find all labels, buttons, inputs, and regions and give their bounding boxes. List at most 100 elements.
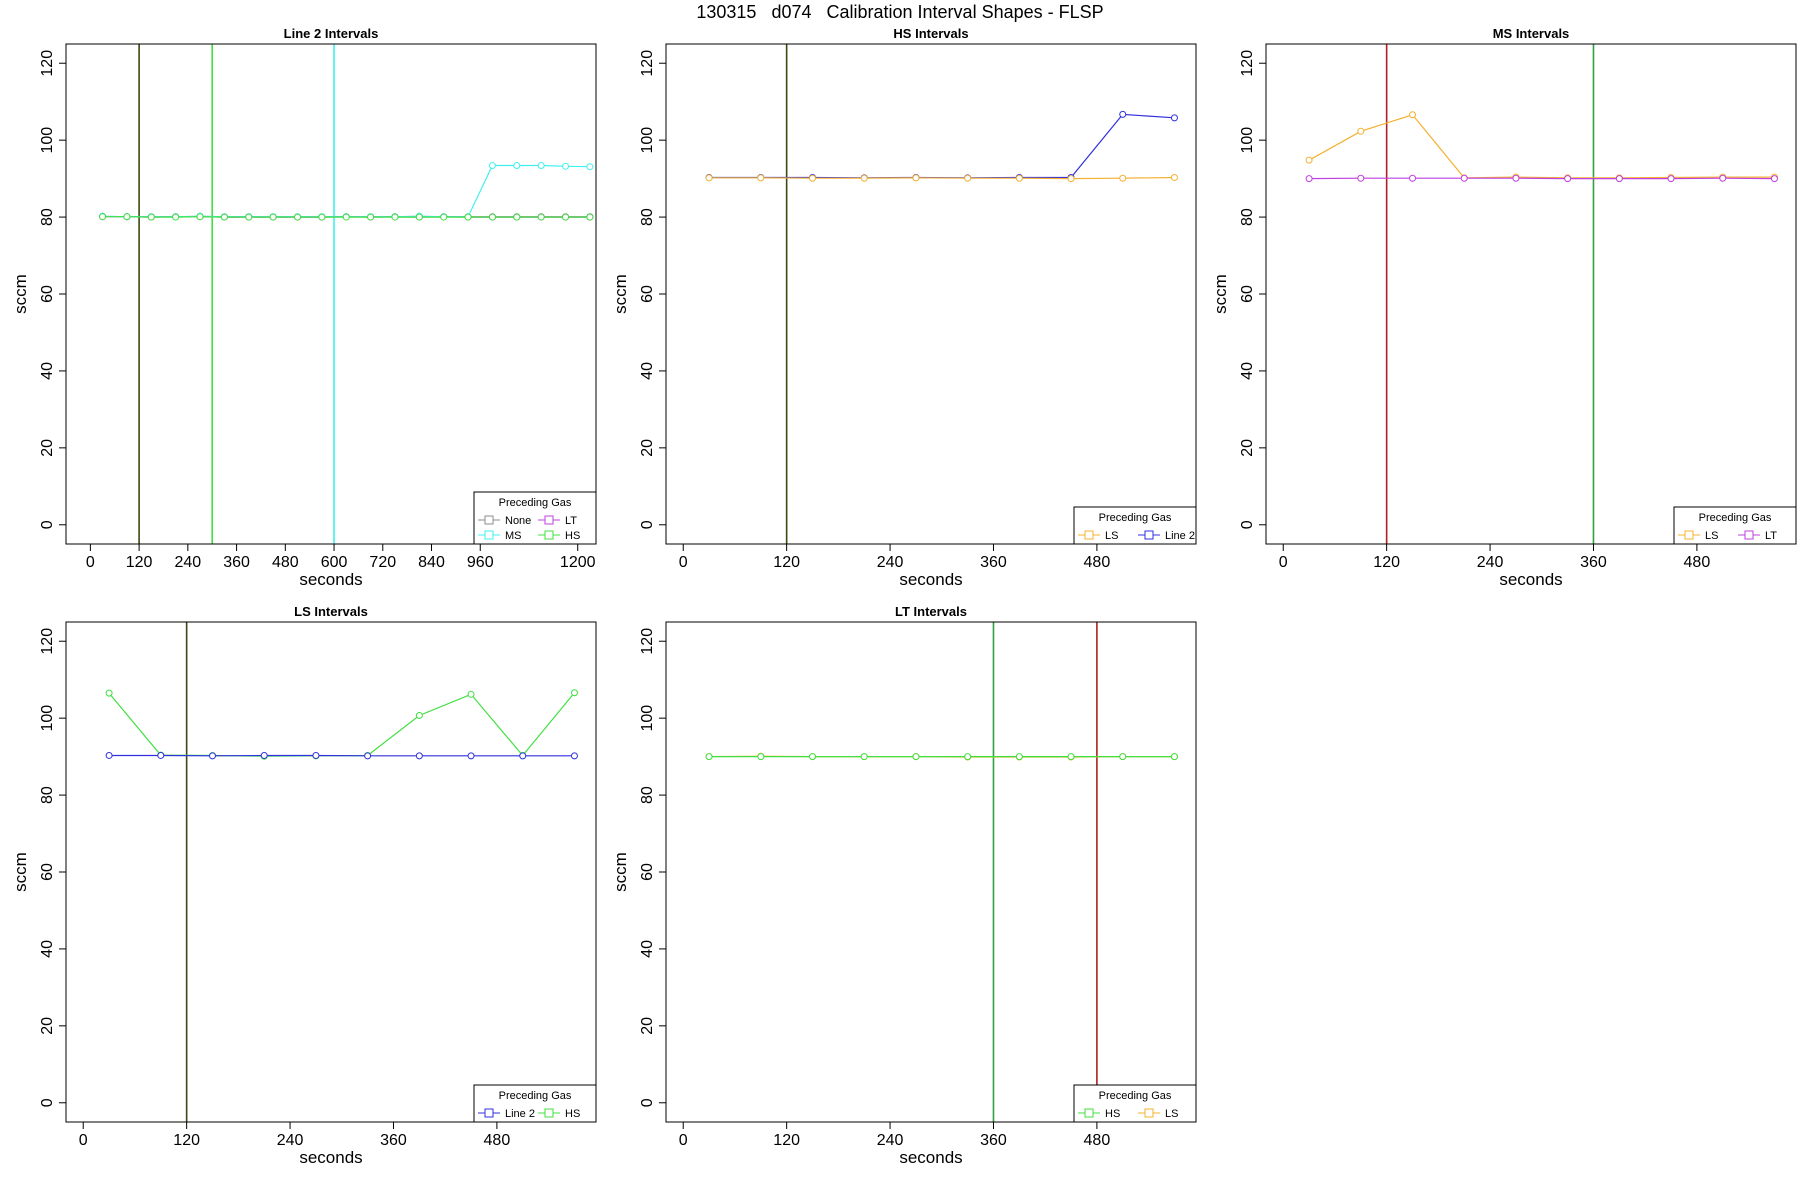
data-point-line-2 [312, 751, 320, 759]
chart-ms-intervals: MS Intervals 0 120 240 360 480 seconds 0 20 40 60 8… [1211, 26, 1797, 589]
data-point-hs [757, 753, 765, 761]
legend-box [1073, 1084, 1197, 1123]
data-point-line-2 [157, 751, 165, 759]
data-point-lt [1667, 175, 1675, 183]
x-tick-label: 120 [773, 554, 800, 571]
y-tick-label: 40 [39, 362, 56, 380]
data-point-hs [105, 689, 113, 697]
x-tick-label: 720 [369, 554, 396, 571]
data-point-lt [1357, 174, 1365, 182]
legend: Preceding Gas None LT MS HS [473, 491, 597, 545]
x-tick-label: 120 [173, 1132, 200, 1149]
legend-marker-line-2 [484, 1108, 494, 1118]
data-point-line-2 [519, 752, 527, 760]
y-tick-label: 80 [39, 208, 56, 226]
legend: Preceding Gas Line 2 HS [473, 1084, 597, 1123]
legend-title: Preceding Gas [1099, 512, 1172, 524]
y-tick-label: 120 [639, 50, 656, 77]
data-point-hs [342, 213, 350, 221]
legend-box [1073, 506, 1197, 545]
x-axis-label: seconds [299, 570, 362, 589]
x-tick-label: 480 [484, 1132, 511, 1149]
x-tick-label: 0 [1279, 554, 1288, 571]
data-point-ls [809, 174, 817, 182]
y-tick-label: 40 [39, 940, 56, 958]
data-point-line-2 [415, 752, 423, 760]
x-tick-label: 240 [174, 554, 201, 571]
data-point-hs [415, 213, 423, 221]
data-point-line-2 [105, 751, 113, 759]
panel-hs-intervals: HS Intervals 0 120 240 360 480 seconds 0 20 40 60 8… [600, 22, 1200, 622]
legend-label-line-2: Line 2 [1165, 530, 1195, 542]
legend-marker-none [484, 515, 494, 525]
x-tick-label: 480 [1084, 1132, 1111, 1149]
series-line-ls [709, 176, 1175, 180]
data-point-lt [1719, 174, 1727, 182]
x-tick-label: 600 [321, 554, 348, 571]
x-tick-label: 480 [272, 554, 299, 571]
data-point-ls [757, 174, 765, 182]
y-tick-label: 20 [39, 1017, 56, 1035]
y-tick-label: 80 [1239, 208, 1256, 226]
x-tick-label: 0 [79, 1132, 88, 1149]
data-point-line-2 [364, 752, 372, 760]
plot-frame [65, 43, 597, 545]
data-point-hs [293, 213, 301, 221]
data-point-hs [809, 753, 817, 761]
legend-label-ms: MS [505, 530, 522, 542]
data-point-lt [1770, 175, 1778, 183]
legend-label-hs: HS [565, 1108, 580, 1120]
y-axis-label: sccm [611, 274, 630, 314]
data-point-hs [860, 753, 868, 761]
data-point-ls [1305, 156, 1313, 164]
legend-label-hs: HS [1105, 1108, 1120, 1120]
x-axis-label: seconds [899, 1148, 962, 1167]
chart-hs-intervals: HS Intervals 0 120 240 360 480 seconds 0 20 40 60 8… [611, 26, 1197, 589]
legend-marker-ms [484, 530, 494, 540]
x-axis-label: seconds [1499, 570, 1562, 589]
panel-ms-intervals: MS Intervals 0 120 240 360 480 seconds 0 20 40 60 8… [1200, 22, 1800, 622]
legend-label-hs: HS [565, 530, 580, 542]
data-point-hs [562, 213, 570, 221]
y-tick-label: 20 [639, 439, 656, 457]
legend: Preceding Gas LS Line 2 [1073, 506, 1197, 545]
chart-ls-intervals: LS Intervals 0 120 240 360 480 seconds 0 20 40 60 8… [11, 604, 597, 1167]
legend-marker-lt [544, 515, 554, 525]
data-point-hs [415, 711, 423, 719]
data-point-ls [1067, 175, 1075, 183]
legend-title: Preceding Gas [499, 1090, 572, 1102]
data-point-lt [1512, 174, 1520, 182]
y-tick-label: 80 [639, 208, 656, 226]
legend-box [1673, 506, 1797, 545]
data-point-hs [367, 213, 375, 221]
data-point-hs [1067, 753, 1075, 761]
x-tick-label: 360 [223, 554, 250, 571]
y-tick-label: 60 [639, 863, 656, 881]
data-point-hs [570, 689, 578, 697]
data-point-hs [269, 213, 277, 221]
data-point-ms [537, 162, 545, 170]
chart-title: Line 2 Intervals [284, 26, 379, 41]
y-tick-label: 100 [39, 127, 56, 154]
y-tick-label: 20 [39, 439, 56, 457]
y-tick-label: 0 [1239, 520, 1256, 529]
data-point-hs [537, 213, 545, 221]
legend-marker-hs [544, 530, 554, 540]
x-tick-label: 960 [467, 554, 494, 571]
data-point-ls [860, 174, 868, 182]
y-tick-label: 40 [639, 940, 656, 958]
data-point-line-2 [260, 751, 268, 759]
data-point-hs [245, 213, 253, 221]
y-axis-label: sccm [11, 852, 30, 892]
legend-label-ls: LS [1705, 530, 1718, 542]
data-point-lt [1564, 175, 1572, 183]
data-point-ms [562, 162, 570, 170]
data-point-hs [196, 213, 204, 221]
x-tick-label: 240 [877, 1132, 904, 1149]
legend: Preceding Gas LS LT [1673, 506, 1797, 545]
data-point-ls [1409, 111, 1417, 119]
data-point-ls [1119, 174, 1127, 182]
y-tick-label: 100 [639, 705, 656, 732]
y-axis-label: sccm [11, 274, 30, 314]
x-axis-label: seconds [899, 570, 962, 589]
